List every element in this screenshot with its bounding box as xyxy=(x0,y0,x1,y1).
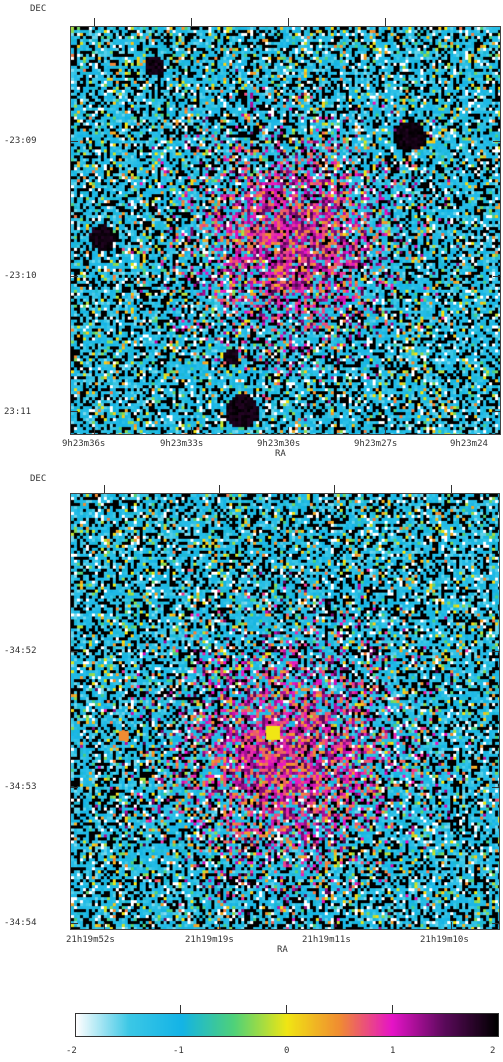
dec-tick-mark xyxy=(493,276,501,277)
dec-tick-mark xyxy=(70,787,78,788)
residual-map-1 xyxy=(70,26,501,435)
ra-tick-label: 9h23m33s xyxy=(160,439,204,449)
ra-tick-mark xyxy=(94,18,95,26)
colorbar-tick-mark xyxy=(286,1005,287,1013)
ra-tick-mark xyxy=(219,485,220,493)
dec-tick-mark xyxy=(493,411,501,412)
colorbar-tick-label: -2 xyxy=(66,1046,77,1056)
ra-tick-mark xyxy=(104,485,105,493)
colorbar-tick-label: 2 xyxy=(490,1046,496,1056)
ra-tick-mark xyxy=(94,427,95,435)
ra-tick-mark xyxy=(288,427,289,435)
ra-tick-mark xyxy=(334,485,335,493)
ra-tick-mark xyxy=(385,18,386,26)
dec-tick-label: -34:54 xyxy=(4,918,37,928)
ra-tick-label: 9h23m27s xyxy=(354,439,398,449)
ra-tick-label: 21h19m11s xyxy=(302,935,351,945)
dec-tick-mark xyxy=(492,923,500,924)
ra-tick-mark xyxy=(191,18,192,26)
ra-axis-label-1: RA xyxy=(275,449,286,459)
dec-tick-mark xyxy=(70,923,78,924)
dec-tick-mark xyxy=(493,141,501,142)
colorbar-tick-mark xyxy=(392,1005,393,1013)
ra-tick-mark xyxy=(191,427,192,435)
ra-tick-mark xyxy=(334,922,335,930)
ra-tick-mark xyxy=(451,922,452,930)
ra-tick-mark xyxy=(288,18,289,26)
dec-tick-mark xyxy=(70,141,78,142)
ra-tick-label: 9h23m24 xyxy=(450,439,488,449)
ra-tick-label: 21h19m10s xyxy=(420,935,469,945)
residual-map-2-image xyxy=(71,494,499,929)
ra-tick-label: 9h23m30s xyxy=(257,439,301,449)
dec-tick-mark xyxy=(70,411,78,412)
dec-tick-label: -23:09 xyxy=(4,136,37,146)
colorbar-tick-mark xyxy=(180,1005,181,1013)
residual-map-1-image xyxy=(71,27,500,434)
colorbar xyxy=(75,1013,499,1037)
dec-tick-label: -34:52 xyxy=(4,646,37,656)
ra-tick-label: 21h19m19s xyxy=(185,935,234,945)
ra-tick-label: 9h23m36s xyxy=(62,439,106,449)
dec-tick-mark xyxy=(70,651,78,652)
dec-tick-label: 23:11 xyxy=(4,407,32,417)
dec-tick-mark xyxy=(492,651,500,652)
dec-axis-label-1: DEC xyxy=(30,4,47,14)
colorbar-gradient xyxy=(76,1014,498,1036)
ra-axis-label-2: RA xyxy=(277,945,288,955)
dec-tick-label: -34:53 xyxy=(4,782,37,792)
colorbar-tick-label: -1 xyxy=(173,1046,184,1056)
colorbar-tick-label: 0 xyxy=(284,1046,290,1056)
dec-axis-label-2: DEC xyxy=(30,474,47,484)
dec-tick-mark xyxy=(492,787,500,788)
ra-tick-label: 21h19m52s xyxy=(66,935,115,945)
ra-tick-mark xyxy=(104,922,105,930)
dec-tick-mark xyxy=(70,276,78,277)
ra-tick-mark xyxy=(385,427,386,435)
ra-tick-mark xyxy=(219,922,220,930)
dec-tick-label: -23:10 xyxy=(4,271,37,281)
colorbar-tick-label: 1 xyxy=(390,1046,396,1056)
ra-tick-mark xyxy=(451,485,452,493)
residual-map-2 xyxy=(70,493,500,930)
